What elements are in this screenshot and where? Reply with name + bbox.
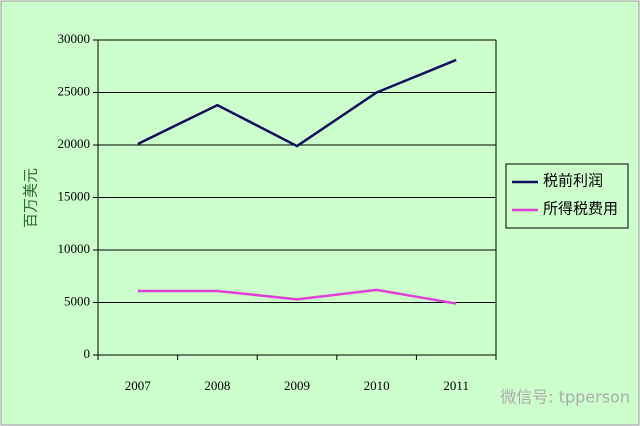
legend-box xyxy=(505,163,629,229)
x-tick-label: 2011 xyxy=(443,378,469,393)
y-tick-label: 0 xyxy=(84,346,91,361)
y-axis-label: 百万美元 xyxy=(22,168,39,228)
x-tick-label: 2009 xyxy=(284,378,310,393)
y-tick-label: 5000 xyxy=(64,293,90,308)
x-tick-label: 2008 xyxy=(204,378,230,393)
y-tick-label: 25000 xyxy=(58,83,91,98)
legend-label: 所得税费用 xyxy=(543,200,618,217)
y-tick-label: 15000 xyxy=(58,188,91,203)
y-tick-label: 10000 xyxy=(58,241,91,256)
x-tick-label: 2010 xyxy=(364,378,390,393)
series-line xyxy=(137,288,457,305)
y-tick-label: 30000 xyxy=(58,31,91,46)
series-line xyxy=(137,58,457,148)
y-tick-label: 20000 xyxy=(58,136,91,151)
x-tick-label: 2007 xyxy=(125,378,152,393)
watermark: 微信号: tpperson xyxy=(500,388,630,407)
legend-label: 税前利润 xyxy=(543,172,603,189)
